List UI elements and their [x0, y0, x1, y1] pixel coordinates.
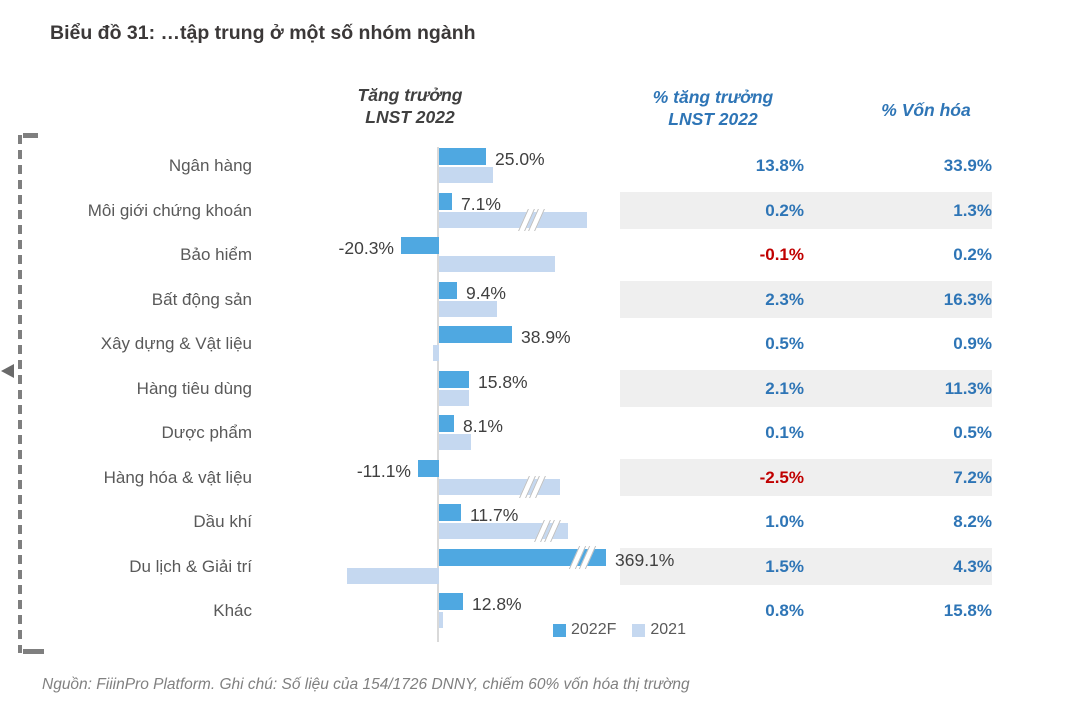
- market-cap-value: 15.8%: [943, 601, 992, 620]
- table-row-stripe: [620, 192, 992, 229]
- bar-value-label: -20.3%: [338, 238, 394, 258]
- lnst-growth-value: -0.1%: [759, 245, 804, 264]
- bar-value-label: 12.8%: [472, 594, 522, 614]
- legend-item-2021: 2021: [632, 621, 686, 639]
- axis-break-mark-2021: [519, 475, 546, 498]
- bar-value-label: 15.8%: [478, 371, 528, 392]
- left-bracket-top-stub: [23, 133, 38, 138]
- column-header-lnst-line2: LNST 2022: [668, 109, 758, 129]
- bar-value-label: 25.0%: [495, 149, 545, 169]
- legend-swatch-2021: [632, 623, 646, 637]
- table-row-stripe: [620, 370, 992, 407]
- category-label: Bảo hiểm: [180, 245, 252, 264]
- category-label: Du lịch & Giải trí: [129, 556, 252, 576]
- bar-2022f: [439, 326, 512, 343]
- legend-label-2021: 2021: [650, 621, 686, 638]
- axis-break-mark-2022f: [568, 545, 597, 569]
- column-header-growth-lnst: Tăng trưởng LNST 2022: [330, 84, 490, 128]
- bar-2021: [433, 345, 439, 361]
- lnst-growth-value: 2.1%: [765, 378, 804, 398]
- bar-value-label: 38.9%: [521, 327, 571, 347]
- bar-2022f: [439, 548, 606, 566]
- category-label: Ngân hàng: [168, 156, 252, 175]
- lnst-growth-value: 1.0%: [765, 512, 804, 531]
- bar-2021: [347, 567, 439, 584]
- bar-2022f: [439, 281, 457, 299]
- table-row-stripe: [620, 281, 992, 318]
- chart-title: Biểu đồ 31: …tập trung ở một số nhóm ngà…: [50, 22, 476, 44]
- bar-value-label: 8.1%: [463, 416, 503, 436]
- market-cap-value: 8.2%: [953, 512, 992, 531]
- category-label: Dầu khí: [193, 512, 252, 531]
- bar-2021: [439, 256, 555, 272]
- bar-value-label: 369.1%: [615, 549, 675, 570]
- bar-value-label: 7.1%: [461, 193, 501, 214]
- column-header-growth-line2: LNST 2022: [365, 107, 455, 127]
- bar-2021: [439, 389, 469, 406]
- left-bracket-bottom-stub: [23, 649, 44, 654]
- lnst-growth-value: 0.2%: [765, 200, 804, 220]
- bar-2021: [439, 211, 587, 228]
- bar-2022f: [439, 593, 463, 610]
- bar-value-label: -11.1%: [356, 460, 411, 481]
- left-bracket-arrow-icon: [1, 364, 14, 378]
- bar-value-label: 11.7%: [470, 505, 519, 525]
- market-cap-value: 4.3%: [953, 556, 992, 576]
- bar-2022f: [439, 148, 486, 165]
- table-row-stripe: [620, 459, 992, 496]
- bar-value-label: 9.4%: [466, 282, 506, 303]
- bar-2022f: [401, 237, 439, 254]
- lnst-growth-value: 0.5%: [765, 334, 804, 353]
- column-header-lnst-line1: % tăng trưởng: [652, 87, 774, 107]
- chart-legend: 2022F 2021: [553, 621, 686, 639]
- bar-2021: [439, 523, 568, 539]
- market-cap-value: 11.3%: [944, 378, 992, 398]
- zero-axis-line: [437, 147, 439, 642]
- category-label: Dược phẩm: [161, 423, 252, 442]
- bar-2021: [439, 612, 443, 628]
- bar-2022f: [439, 415, 454, 432]
- source-note: Nguồn: FiiinPro Platform. Ghi chú: Số li…: [42, 676, 690, 693]
- bar-2022f: [439, 504, 461, 521]
- lnst-growth-value: 0.8%: [765, 601, 804, 620]
- bar-2021: [439, 300, 497, 317]
- market-cap-value: 16.3%: [943, 289, 992, 309]
- market-cap-value: 7.2%: [953, 467, 992, 487]
- lnst-growth-value: 13.8%: [755, 156, 804, 175]
- bar-2022f: [418, 459, 439, 477]
- bar-2021: [439, 434, 471, 450]
- lnst-growth-value: 1.5%: [765, 556, 804, 576]
- lnst-growth-value: -2.5%: [759, 467, 804, 487]
- table-row-stripe: [620, 548, 992, 585]
- category-label: Bất động sản: [151, 289, 252, 309]
- column-header-lnst-growth-pct: % tăng trưởng LNST 2022: [617, 86, 809, 130]
- category-label: Khác: [213, 601, 252, 620]
- market-cap-value: 0.9%: [953, 334, 992, 353]
- left-bracket-dashed-line: [18, 135, 22, 653]
- market-cap-value: 0.2%: [953, 245, 992, 264]
- bar-2022f: [439, 370, 469, 388]
- legend-label-2022f: 2022F: [571, 621, 617, 638]
- category-label: Xây dựng & Vật liệu: [100, 334, 252, 353]
- column-header-growth-line1: Tăng trưởng: [357, 85, 463, 105]
- bar-2022f: [439, 192, 452, 210]
- bar-2021: [439, 167, 493, 183]
- market-cap-value: 1.3%: [953, 200, 992, 220]
- market-cap-value: 0.5%: [953, 423, 992, 442]
- column-header-market-cap-pct: % Vốn hóa: [881, 100, 971, 120]
- lnst-growth-value: 0.1%: [765, 423, 804, 442]
- market-cap-value: 33.9%: [943, 156, 992, 175]
- category-label: Hàng tiêu dùng: [136, 378, 252, 398]
- legend-swatch-2022f: [553, 623, 566, 637]
- axis-break-mark-2021: [534, 520, 561, 542]
- category-label: Hàng hóa & vật liệu: [103, 467, 252, 487]
- lnst-growth-value: 2.3%: [765, 289, 804, 309]
- legend-item-2022f: 2022F: [553, 621, 616, 639]
- category-label: Môi giới chứng khoán: [87, 200, 252, 220]
- axis-break-mark-2021: [518, 208, 545, 231]
